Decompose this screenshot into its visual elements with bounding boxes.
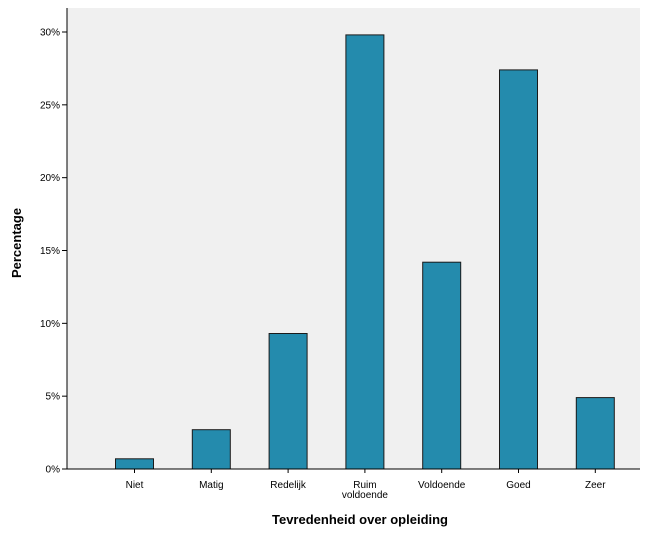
bar-3 bbox=[345, 34, 385, 470]
x-tick-label-2: Redelijk bbox=[270, 480, 307, 491]
x-tick-label-line: Redelijk bbox=[270, 480, 307, 491]
y-tick-label-6: 30% bbox=[40, 28, 60, 39]
x-axis-title: Tevredenheid over opleiding bbox=[272, 512, 448, 527]
y-tick-label-3: 15% bbox=[40, 246, 60, 257]
x-tick-label-5: Goed bbox=[506, 480, 530, 491]
y-axis-title: Percentage bbox=[9, 208, 24, 278]
x-tick-label-line: voldoende bbox=[342, 490, 389, 501]
axes-group bbox=[66, 8, 640, 470]
bar-4 bbox=[422, 261, 462, 470]
bar-1 bbox=[191, 429, 231, 470]
bar-2 bbox=[268, 333, 308, 470]
x-tick-label-line: Zeer bbox=[585, 480, 606, 491]
y-tick-label-5: 25% bbox=[40, 100, 60, 111]
x-tick-label-4: Voldoende bbox=[418, 480, 466, 491]
y-tick-label-0: 0% bbox=[46, 465, 61, 476]
x-tick-label-line: Ruim bbox=[353, 480, 376, 491]
x-tick-label-6: Zeer bbox=[585, 480, 606, 491]
y-tick-label-1: 5% bbox=[46, 392, 61, 403]
bars-group bbox=[115, 34, 615, 470]
x-tick-label-3: Ruim voldoende bbox=[342, 480, 389, 501]
y-tick-label-4: 20% bbox=[40, 173, 60, 184]
bar-6 bbox=[575, 397, 615, 470]
x-tick-label-line: Goed bbox=[506, 480, 530, 491]
bar-5 bbox=[499, 69, 538, 470]
x-tick-label-line: Matig bbox=[199, 480, 223, 491]
x-tick-label-line: Voldoende bbox=[418, 480, 466, 491]
y-tick-label-2: 10% bbox=[40, 319, 60, 330]
ticks-group: Niet Matig Redelijk Ruim voldoende Voldoende G… bbox=[40, 28, 606, 502]
x-tick-label-1: Matig bbox=[199, 480, 223, 491]
bar-0 bbox=[115, 458, 154, 470]
x-tick-label-line: Niet bbox=[126, 480, 144, 491]
x-tick-label-0: Niet bbox=[126, 480, 144, 491]
